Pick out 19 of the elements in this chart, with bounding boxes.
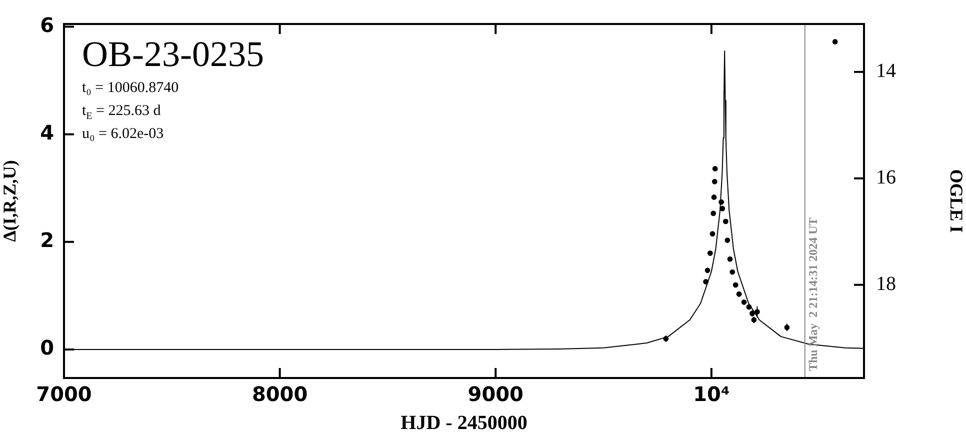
annotation: u₀ = 6.02e-03 — [82, 126, 164, 142]
y2-axis-title: OGLE I — [946, 169, 966, 233]
x-tick-label: 8000 — [252, 382, 308, 406]
x-tick-label: 10⁴ — [693, 382, 730, 406]
y2-tick-label: 14 — [876, 60, 896, 82]
x-tick-label: 7000 — [36, 382, 92, 406]
x-axis-title: HJD - 2450000 — [400, 412, 528, 434]
y2-tick-label: 18 — [876, 273, 896, 296]
y-tick-label: 6 — [40, 12, 54, 37]
y-axis-title: Δ(I,R,Z,U) — [0, 160, 20, 242]
y2-tick-label: 16 — [876, 166, 896, 189]
annotation: t₀ = 10060.8740 — [82, 80, 179, 96]
x-tick-label: 9000 — [468, 382, 524, 406]
y-tick-label: 0 — [40, 336, 54, 360]
chart-title: OB-23-0235 — [82, 34, 264, 74]
y-tick-label: 4 — [40, 120, 54, 144]
y-tick-label: 2 — [40, 228, 54, 252]
annotation: Thu May 2 21:14:31 2024 UT — [806, 218, 820, 372]
point — [832, 39, 838, 44]
